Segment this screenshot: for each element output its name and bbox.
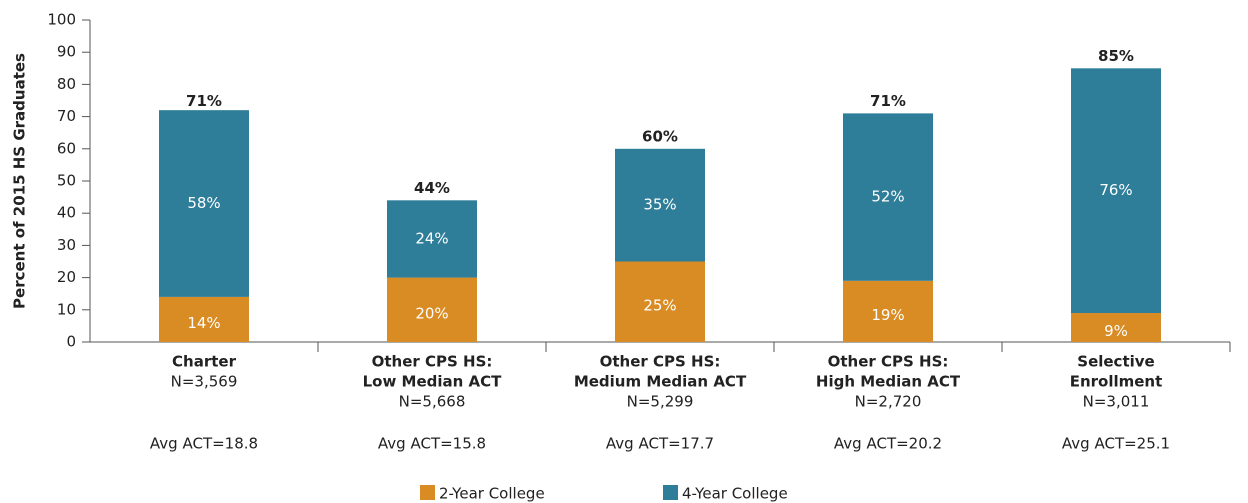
x-tick-label: Other CPS HS: (600, 353, 721, 371)
act-label: Avg ACT=18.8 (150, 435, 258, 453)
x-tick-label: Selective (1077, 353, 1154, 371)
x-tick-label: Other CPS HS: (828, 353, 949, 371)
bar-segment (843, 280, 933, 342)
value-label: 20% (415, 304, 448, 322)
n-label: N=5,299 (627, 393, 694, 411)
bar-segment (387, 200, 477, 278)
y-tick-label: 10 (57, 300, 76, 318)
act-label: Avg ACT=15.8 (378, 435, 486, 453)
n-label: N=3,011 (1083, 393, 1150, 411)
bar-segment (159, 110, 249, 297)
y-tick-label: 60 (57, 139, 76, 157)
y-tick-label: 0 (66, 333, 76, 351)
y-tick-label: 80 (57, 75, 76, 93)
total-label: 44% (414, 179, 450, 197)
value-label: 35% (643, 196, 676, 214)
y-tick-label: 70 (57, 107, 76, 125)
y-tick-label: 50 (57, 172, 76, 190)
bar-segment (843, 113, 933, 281)
bar-segment (615, 148, 705, 262)
total-label: 71% (186, 92, 222, 110)
value-label: 19% (871, 306, 904, 324)
bar-segment (387, 277, 477, 342)
total-label: 85% (1098, 47, 1134, 65)
n-label: N=2,720 (855, 393, 922, 411)
act-label: Avg ACT=17.7 (606, 435, 714, 453)
n-label: N=3,569 (171, 373, 238, 391)
value-label: 9% (1104, 322, 1128, 340)
act-label: Avg ACT=25.1 (1062, 435, 1170, 453)
legend-swatch (420, 485, 435, 500)
bar-segment (159, 296, 249, 342)
value-label: 24% (415, 229, 448, 247)
y-tick-label: 90 (57, 43, 76, 61)
value-label: 58% (187, 194, 220, 212)
value-label: 76% (1099, 181, 1132, 199)
y-tick-label: 30 (57, 236, 76, 254)
bar-segment (615, 261, 705, 342)
act-label: Avg ACT=20.2 (834, 435, 942, 453)
total-label: 71% (870, 92, 906, 110)
x-tick-label: Charter (172, 353, 237, 371)
value-label: 52% (871, 188, 904, 206)
y-tick-label: 40 (57, 204, 76, 222)
legend-label: 2-Year College (439, 485, 545, 503)
y-tick-label: 100 (47, 11, 76, 29)
value-label: 25% (643, 296, 676, 314)
total-label: 60% (642, 127, 678, 145)
y-tick-label: 20 (57, 268, 76, 286)
x-tick-label: Medium Median ACT (574, 373, 747, 391)
legend-label: 4-Year College (682, 485, 788, 503)
bar-segment (1071, 313, 1161, 342)
y-axis-label: Percent of 2015 HS Graduates (11, 53, 29, 309)
x-tick-label: Low Median ACT (363, 373, 503, 391)
x-tick-label: Enrollment (1070, 373, 1163, 391)
bar-segment (1071, 68, 1161, 314)
x-tick-label: Other CPS HS: (372, 353, 493, 371)
x-tick-label: High Median ACT (816, 373, 961, 391)
legend-swatch (663, 485, 678, 500)
n-label: N=5,668 (399, 393, 466, 411)
value-label: 14% (187, 314, 220, 332)
